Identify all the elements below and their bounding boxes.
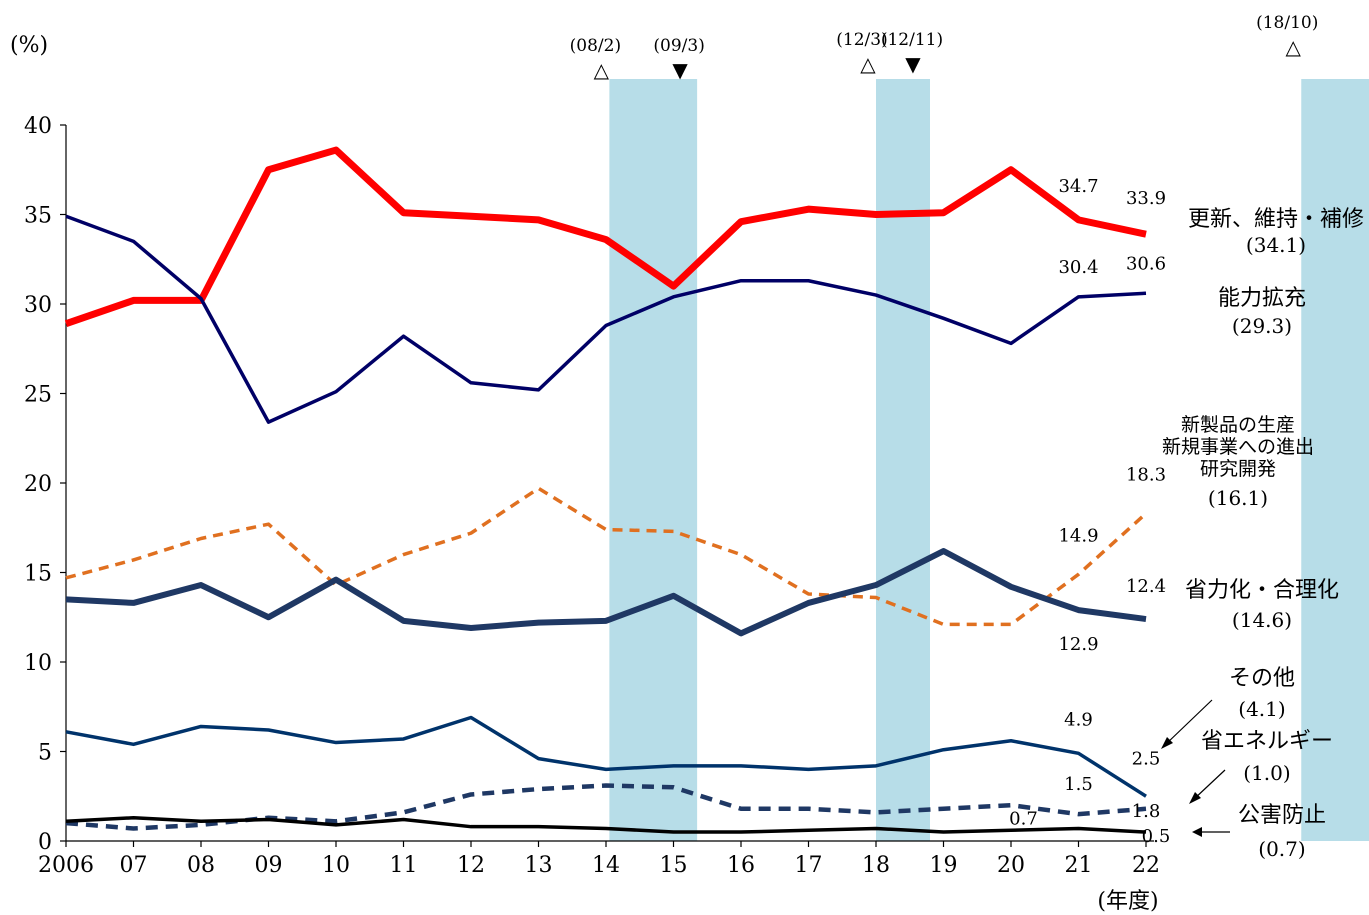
x-tick-label: 16 — [727, 853, 755, 878]
value-label: 30.6 — [1126, 253, 1166, 274]
x-tick-label: 10 — [322, 853, 350, 878]
period-end-label: (12/11) — [881, 30, 943, 50]
period-start-label: (18/10) — [1256, 13, 1318, 33]
value-label: 14.9 — [1058, 525, 1098, 546]
pointer-arrow-energy — [1192, 769, 1226, 801]
pointer-arrowhead-other — [1161, 737, 1173, 749]
value-label: 34.7 — [1058, 176, 1098, 197]
series-label-0: 更新、維持・補修 — [1188, 207, 1364, 232]
y-tick-label: 5 — [38, 741, 52, 766]
series-line-6 — [65, 815, 1147, 834]
series-average-4: (4.1) — [1238, 697, 1285, 721]
x-tick-label: 18 — [862, 853, 890, 878]
series-lines — [64, 146, 1148, 834]
x-tick-label: 14 — [592, 853, 620, 878]
value-label: 1.5 — [1064, 774, 1093, 795]
pointer-arrow-other — [1164, 699, 1213, 746]
value-label: 33.9 — [1126, 188, 1166, 209]
period-start-marker: △ — [860, 52, 876, 76]
series-line-0 — [64, 146, 1147, 327]
x-tick-label: 09 — [255, 853, 283, 878]
y-tick-label: 35 — [24, 204, 52, 229]
pointer-arrowhead-energy — [1189, 792, 1201, 804]
series-label-6: 公害防止 — [1238, 803, 1326, 828]
data-labels: 34.7 33.9 30.4 30.6 14.9 18.3 12.9 12.4 4.9 2.5 1.… — [1009, 176, 1170, 847]
shaded-periods: (08/2)(09/3)△▼(12/3)(12/11)△▼(18/10)(20/… — [570, 13, 1369, 841]
series-line-4 — [65, 715, 1147, 798]
period-start-marker: △ — [594, 58, 610, 82]
series-labels: 更新、維持・補修(34.1) 能力拡充 (29.3) 新製品の生産新規事業への進出研究… — [1161, 207, 1364, 861]
value-label: 4.9 — [1064, 709, 1093, 730]
x-tick-label: 12 — [457, 853, 485, 878]
x-axis-title: (年度) — [1097, 889, 1158, 914]
series-label-4: その他 — [1229, 666, 1295, 691]
x-tick-label: 11 — [390, 853, 418, 878]
x-tick-label: 19 — [930, 853, 958, 878]
series-label-2: 新製品の生産 — [1181, 414, 1295, 436]
x-tick-label: 22 — [1132, 853, 1160, 878]
y-tick-label: 20 — [24, 472, 52, 497]
x-tick-label: 13 — [525, 853, 553, 878]
shaded-period-0 — [609, 79, 698, 841]
period-start-label: (08/2) — [570, 36, 621, 56]
period-end-marker: ▼ — [672, 58, 688, 82]
value-label: 2.5 — [1132, 748, 1161, 769]
series-label-5: 省エネルギー — [1201, 729, 1333, 754]
x-tick-label: 15 — [660, 853, 688, 878]
series-label-3: 省力化・合理化 — [1185, 578, 1339, 603]
value-label: 0.5 — [1142, 826, 1171, 847]
x-tick-label: 2006 — [38, 853, 94, 878]
x-tick-label: 21 — [1065, 853, 1093, 878]
period-start-marker: △ — [1286, 35, 1302, 59]
series-line-1 — [65, 214, 1147, 424]
value-label: 1.8 — [1132, 801, 1161, 822]
y-axis-title: (%) — [10, 33, 48, 58]
series-line-2 — [65, 486, 1148, 627]
period-end-label: (09/3) — [653, 36, 704, 56]
value-label: 12.4 — [1126, 576, 1166, 597]
x-tick-label: 17 — [795, 853, 823, 878]
y-tick-label: 40 — [24, 114, 52, 139]
series-label-1: 能力拡充 — [1218, 286, 1306, 311]
x-tick-label: 07 — [120, 853, 148, 878]
value-label: 30.4 — [1058, 257, 1098, 278]
axes: 0 5 10 15 20 25 30 35 40 2006 07 08 09 10 11 12 13 14 15 16… — [10, 33, 1160, 914]
y-tick-label: 15 — [24, 562, 52, 587]
value-label: 12.9 — [1058, 634, 1098, 655]
series-average-6: (0.7) — [1258, 837, 1305, 861]
value-label: 18.3 — [1126, 464, 1166, 485]
value-label: 0.7 — [1009, 808, 1038, 829]
y-tick-label: 25 — [24, 383, 52, 408]
x-tick-label: 20 — [997, 853, 1025, 878]
x-tick-label: 08 — [187, 853, 215, 878]
series-average-0: (34.1) — [1246, 233, 1306, 257]
series-average-1: (29.3) — [1232, 314, 1292, 338]
series-average-2: (16.1) — [1208, 486, 1268, 510]
y-tick-label: 10 — [24, 651, 52, 676]
period-end-marker: ▼ — [905, 52, 921, 76]
series-average-5: (1.0) — [1243, 761, 1290, 785]
shaded-period-2 — [1301, 79, 1369, 841]
series-average-3: (14.6) — [1232, 608, 1292, 632]
shaded-period-1 — [876, 79, 930, 841]
pointer-arrowhead-pollution — [1192, 827, 1202, 837]
period-start-label: (12/3) — [836, 30, 887, 50]
series-label-2: 研究開発 — [1200, 458, 1276, 480]
series-label-2: 新規事業への進出 — [1162, 436, 1314, 458]
y-tick-label: 30 — [24, 293, 52, 318]
y-tick-label: 0 — [38, 830, 52, 855]
series-line-3 — [65, 548, 1147, 637]
